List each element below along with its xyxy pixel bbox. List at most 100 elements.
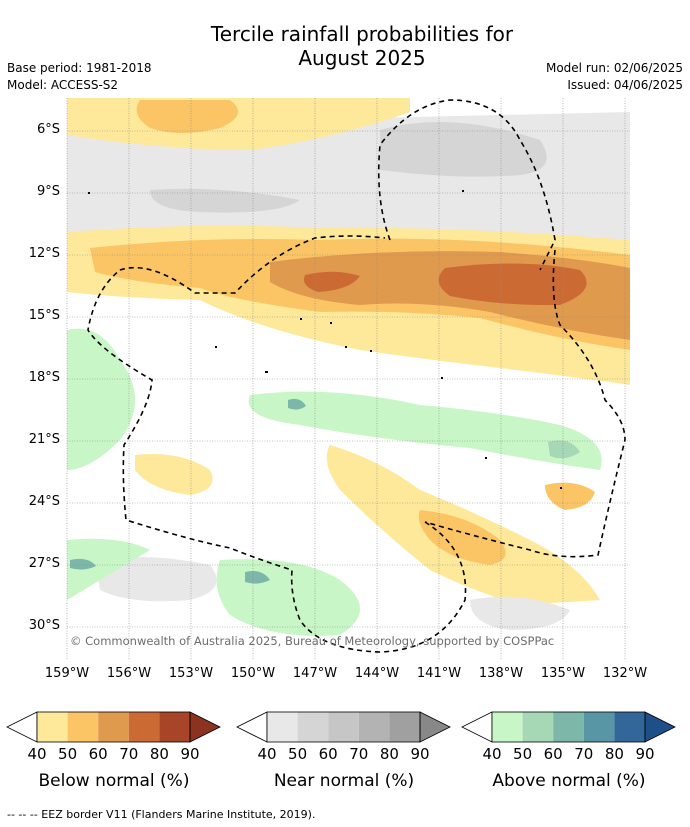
near-normal-southeast <box>470 596 570 630</box>
lat-label-9s: 9°S <box>36 184 60 199</box>
cbar-below-min-extend <box>6 711 38 743</box>
cbar-near-frame <box>266 711 421 743</box>
cbar-below-frame <box>36 711 191 743</box>
above-normal-central <box>248 391 602 470</box>
cbar-near-tick-90: 90 <box>410 745 430 763</box>
cbar-near-swatch-60 <box>328 712 359 742</box>
cbar-above-max-extend <box>644 711 676 743</box>
title-line-1: Tercile rainfall probabilities for <box>210 22 514 46</box>
eez-south-loop <box>87 235 467 653</box>
near-normal-south <box>95 556 217 602</box>
cbar-above-frame <box>491 711 646 743</box>
cbar-above-swatch-60 <box>553 712 584 742</box>
eez-legend-note: -- -- -- EEZ border V11 (Flanders Marine… <box>7 808 316 821</box>
cbar-below-title: Below normal (%) <box>38 771 190 791</box>
lat-label-12s: 12°S <box>28 246 60 261</box>
cbar-below <box>6 711 221 743</box>
cbar-below-swatch-60 <box>98 712 129 742</box>
lon-label-132w: 132°W <box>602 666 648 681</box>
cbar-below-max-extend <box>189 711 221 743</box>
cbar-near-min-extend <box>236 711 268 743</box>
lon-label-144w: 144°W <box>354 666 400 681</box>
below-normal-south-core <box>418 510 506 565</box>
run-info: Model run: 02/06/2025 Issued: 04/06/2025 <box>546 60 683 94</box>
lon-label-138w: 138°W <box>478 666 524 681</box>
cbar-below-swatch-40 <box>37 712 68 742</box>
cbar-near-max-extend <box>419 711 451 743</box>
cbar-above-title: Above normal (%) <box>492 771 646 791</box>
base-period-label: Base period: 1981-2018 <box>7 61 152 75</box>
lat-label-30s: 30°S <box>28 618 60 633</box>
cbar-above-swatch-40 <box>492 712 523 742</box>
cbar-near-tick-60: 60 <box>318 745 338 763</box>
map-title: Tercile rainfall probabilities for Augus… <box>0 22 690 70</box>
cbar-near-swatch-70 <box>358 712 390 742</box>
cbar-near-title: Near normal (%) <box>273 771 415 791</box>
below-normal-70-core-2 <box>303 271 360 292</box>
graticule <box>66 98 630 660</box>
above-normal-60-spot <box>288 398 306 410</box>
islands <box>88 190 562 489</box>
near-normal-north-core <box>380 122 547 177</box>
cbar-near-swatch-40 <box>267 712 298 742</box>
lat-label-18s: 18°S <box>28 370 60 385</box>
cbar-near-swatch-50 <box>297 712 329 742</box>
cbar-above-swatch-50 <box>522 712 554 742</box>
above-normal-50-spot <box>548 440 580 459</box>
model-info: Base period: 1981-2018 Model: ACCESS-S2 <box>7 60 152 94</box>
below-normal-70-core <box>438 263 587 306</box>
cbar-above-min-extend <box>461 711 493 743</box>
below-normal-south-patch <box>135 454 213 495</box>
above-normal-southwest-spot <box>70 558 96 570</box>
lat-label-15s: 15°S <box>28 308 60 323</box>
cbar-above-tick-90: 90 <box>635 745 655 763</box>
lon-label-156w: 156°W <box>106 666 152 681</box>
cbar-below-tick-70: 70 <box>119 745 139 763</box>
cbar-above-swatch-80 <box>614 712 645 742</box>
cbar-below-swatch-50 <box>67 712 99 742</box>
lon-label-135w: 135°W <box>540 666 586 681</box>
eez-french-polynesia <box>424 249 626 558</box>
cbar-below-swatch-80 <box>159 712 190 742</box>
cbar-below-tick-40: 40 <box>27 745 47 763</box>
cbar-above <box>461 711 676 743</box>
cbar-near-tick-40: 40 <box>257 745 277 763</box>
copyright-notice: © Commonwealth of Australia 2025, Bureau… <box>70 634 555 648</box>
lon-label-153w: 153°W <box>168 666 214 681</box>
above-normal-south-spot <box>245 571 270 584</box>
colorbars <box>6 711 676 743</box>
lat-label-27s: 27°S <box>28 556 60 571</box>
model-run-label: Model run: 02/06/2025 <box>545 61 683 75</box>
cbar-above-tick-70: 70 <box>574 745 594 763</box>
cbar-above-tick-60: 60 <box>543 745 563 763</box>
eez-borders <box>87 99 626 653</box>
lat-label-6s: 6°S <box>36 122 60 137</box>
probability-shading <box>67 98 630 636</box>
above-normal-south <box>67 538 150 600</box>
cbar-below-tick-60: 60 <box>88 745 108 763</box>
lon-label-147w: 147°W <box>292 666 338 681</box>
cbar-below-tick-80: 80 <box>149 745 169 763</box>
cbar-near-tick-50: 50 <box>288 745 308 763</box>
title-line-2: August 2025 <box>298 46 426 70</box>
above-normal-west <box>67 328 135 470</box>
lon-label-150w: 150°W <box>230 666 276 681</box>
cbar-near-tick-70: 70 <box>349 745 369 763</box>
lon-label-159w: 159°W <box>44 666 90 681</box>
lon-label-141w: 141°W <box>416 666 462 681</box>
lat-label-24s: 24°S <box>28 494 60 509</box>
cbar-above-tick-50: 50 <box>513 745 533 763</box>
cbar-below-swatch-70 <box>128 712 160 742</box>
cbar-above-tick-80: 80 <box>604 745 624 763</box>
lat-label-21s: 21°S <box>28 432 60 447</box>
near-normal-north-core-2 <box>150 188 300 213</box>
cbar-near <box>236 711 451 743</box>
cbar-near-swatch-80 <box>389 712 420 742</box>
model-label: Model: ACCESS-S2 <box>7 78 119 92</box>
below-normal-north-core <box>136 100 238 133</box>
issued-label: Issued: 04/06/2025 <box>567 78 683 92</box>
cbar-below-tick-50: 50 <box>58 745 78 763</box>
eez-marquesas <box>377 99 556 271</box>
cbar-above-swatch-70 <box>583 712 615 742</box>
